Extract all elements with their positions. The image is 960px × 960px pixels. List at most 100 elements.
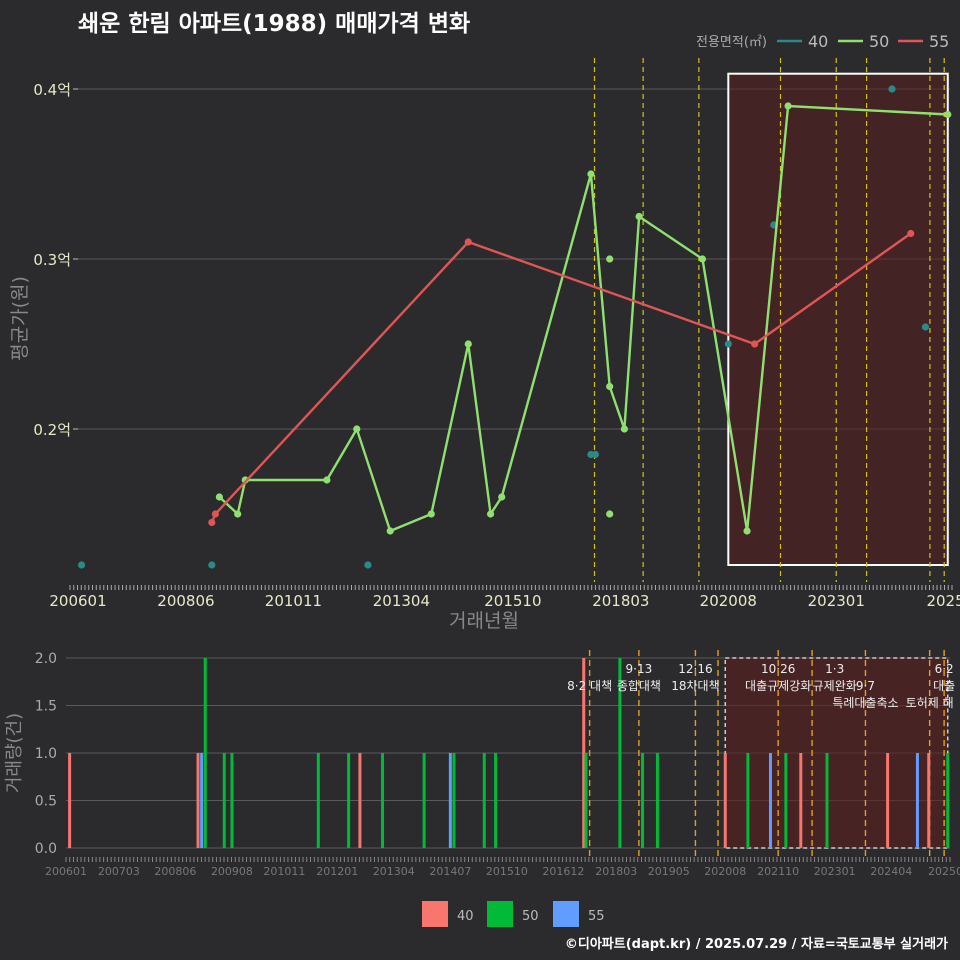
policy-annotation: 종합대책 [617, 678, 661, 693]
data-point-50 [620, 425, 628, 433]
data-point-50 [635, 212, 643, 221]
legend-label: 55 [588, 909, 605, 924]
volume-bar-50 [946, 753, 950, 848]
data-point-55 [208, 518, 216, 527]
policy-annotation: 대출규제강화 [745, 679, 811, 693]
data-point-40 [208, 561, 216, 569]
data-point-50 [698, 255, 707, 263]
price-chart: 0.2억 0.3억 0.4억 200601 200806 201011 201304 2015… [9, 32, 960, 632]
data-point-50 [215, 493, 223, 501]
y-axis-label: 평균가(원) [9, 276, 31, 361]
x-tick-label: 202110 [757, 865, 799, 878]
data-point-40 [724, 340, 732, 348]
legend-label: 40 [457, 909, 474, 924]
x-tick-label: 202301 [808, 592, 865, 610]
volume-bar-50 [618, 658, 622, 848]
x-tick-label: 2025 [926, 592, 960, 610]
policy-annotation: 규제완화 [813, 679, 857, 693]
data-point-50 [606, 382, 614, 391]
policy-annotation: 12·16 [678, 662, 712, 676]
volume-bar-50 [316, 753, 320, 848]
data-point-50 [353, 425, 361, 433]
volume-bar-50 [655, 753, 659, 848]
legend-label: 40 [808, 32, 828, 51]
data-point-50 [464, 340, 472, 348]
x-tick-label: 201011 [263, 865, 305, 878]
y-tick-label: 0.2억 [33, 421, 71, 439]
x-tick-label: 202404 [870, 865, 912, 878]
data-point-55 [907, 229, 915, 238]
volume-bar-50 [641, 753, 645, 848]
volume-bar-50 [222, 753, 226, 848]
x-tick-label: 20250 [928, 865, 960, 878]
x-tick-label: 202008 [700, 592, 757, 610]
y-tick-label: 0.5 [35, 794, 57, 810]
x-tick-label: 201803 [592, 592, 649, 610]
policy-annotation: 특례대출축소 [832, 696, 898, 710]
volume-bar-50 [230, 753, 234, 848]
x-tick-label: 202301 [814, 865, 856, 878]
volume-bar-50 [347, 753, 351, 848]
volume-bar-40 [886, 753, 890, 848]
data-point-50 [944, 110, 952, 119]
x-tick-label: 201407 [429, 865, 471, 878]
legend-label: 50 [522, 909, 539, 924]
policy-annotation: 18차대책 [671, 678, 719, 693]
data-point-40 [364, 561, 372, 569]
legend-swatch [422, 901, 448, 927]
data-point-50 [743, 527, 751, 535]
x-tick-label: 200806 [154, 865, 196, 878]
volume-bar-50 [784, 753, 788, 848]
x-tick-label: 201510 [486, 865, 528, 878]
volume-bar-40 [799, 753, 803, 848]
data-point-50 [427, 510, 435, 518]
legend-label: 55 [929, 32, 949, 51]
y-axis-label: 거래량(건) [4, 713, 25, 793]
policy-annotation: 6·2 [935, 662, 954, 676]
policy-annotation: 9·13 [626, 662, 653, 676]
y-tick-label: 0.3억 [33, 251, 71, 269]
volume-bar-50 [482, 753, 486, 848]
data-point-50_points [606, 510, 614, 518]
y-tick-label: 2.0 [35, 651, 57, 667]
data-point-50 [498, 493, 506, 501]
volume-bar-40 [68, 753, 72, 848]
x-tick-label: 201011 [265, 592, 322, 610]
highlight-box [727, 72, 949, 566]
policy-annotation: 토허제 해 [906, 696, 954, 710]
volume-bar-55 [915, 753, 919, 848]
x-tick-label: 202008 [704, 865, 746, 878]
credit-text: ©디아파트(dapt.kr) / 2025.07.29 / 자료=국토교통부 실… [564, 937, 948, 952]
volume-bar-40 [723, 753, 727, 848]
y-tick-label: 1.0 [35, 746, 57, 762]
data-point-50 [587, 170, 595, 178]
x-tick-label: 201201 [316, 865, 358, 878]
data-point-40 [77, 561, 86, 569]
chart-title: 쇄운 한림 아파트(1988) 매매가격 변화 [78, 11, 471, 37]
data-point-55 [751, 340, 759, 348]
volume-bar-40 [358, 753, 362, 848]
data-point-50 [784, 102, 792, 110]
y-tick-label: 0.0 [35, 841, 57, 857]
x-tick-label: 201304 [373, 865, 415, 878]
policy-annotation: 10·26 [761, 662, 795, 676]
volume-bar-50 [746, 753, 750, 848]
x-tick-label: 200806 [157, 592, 214, 610]
x-tick-label: 200601 [49, 592, 106, 610]
data-point-50 [386, 527, 394, 535]
volume-bar-40 [927, 753, 931, 848]
volume-bar-50 [203, 658, 207, 848]
volume-bar-50 [584, 753, 588, 848]
volume-bar-55 [448, 753, 452, 848]
legend-title: 전용면적(㎡) [696, 35, 767, 50]
volume-bar-55 [200, 753, 204, 848]
x-tick-label: 201803 [595, 865, 637, 878]
data-point-40 [921, 323, 930, 331]
volume-bar-40 [582, 658, 586, 848]
volume-bar-50 [422, 753, 426, 848]
series-line-50 [218, 104, 948, 533]
x-tick-label: 201612 [542, 865, 584, 878]
data-point-50 [234, 510, 242, 518]
data-point-55 [211, 510, 219, 518]
